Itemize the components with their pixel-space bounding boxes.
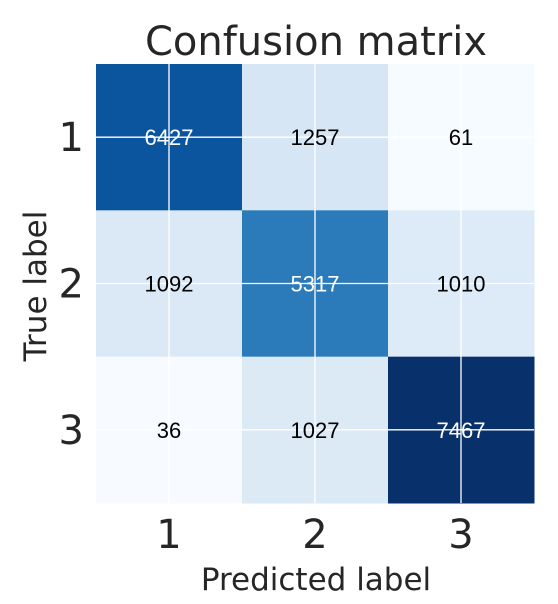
- x-tick-label-3: 3: [448, 512, 473, 558]
- cell-value-r3-c1: 36: [157, 418, 181, 443]
- grid-lines: [96, 64, 534, 503]
- y-axis-label: True label: [18, 211, 54, 363]
- cell-value-r3-c2: 1027: [291, 418, 340, 443]
- cell-value-r1-c1: 6427: [145, 125, 194, 150]
- y-tick-labels: 1 2 3: [59, 115, 84, 454]
- cell-value-labels: 6427 1257 61 1092 5317 1010 36 1027 7467: [145, 125, 486, 443]
- cell-value-r2-c3: 1010: [437, 272, 486, 297]
- x-tick-labels: 1 2 3: [156, 512, 473, 558]
- y-tick-label-1: 1: [59, 115, 84, 161]
- x-axis-label: Predicted label: [201, 562, 431, 598]
- cell-value-r1-c2: 1257: [291, 125, 340, 150]
- cell-value-r1-c3: 61: [449, 125, 473, 150]
- cell-value-r2-c2: 5317: [291, 272, 340, 297]
- y-tick-label-3: 3: [59, 408, 84, 454]
- chart-title: Confusion matrix: [145, 19, 487, 65]
- x-tick-label-2: 2: [302, 512, 327, 558]
- cell-value-r2-c1: 1092: [145, 272, 194, 297]
- cell-value-r3-c3: 7467: [437, 418, 486, 443]
- y-tick-label-2: 2: [59, 262, 84, 308]
- x-tick-label-1: 1: [156, 512, 181, 558]
